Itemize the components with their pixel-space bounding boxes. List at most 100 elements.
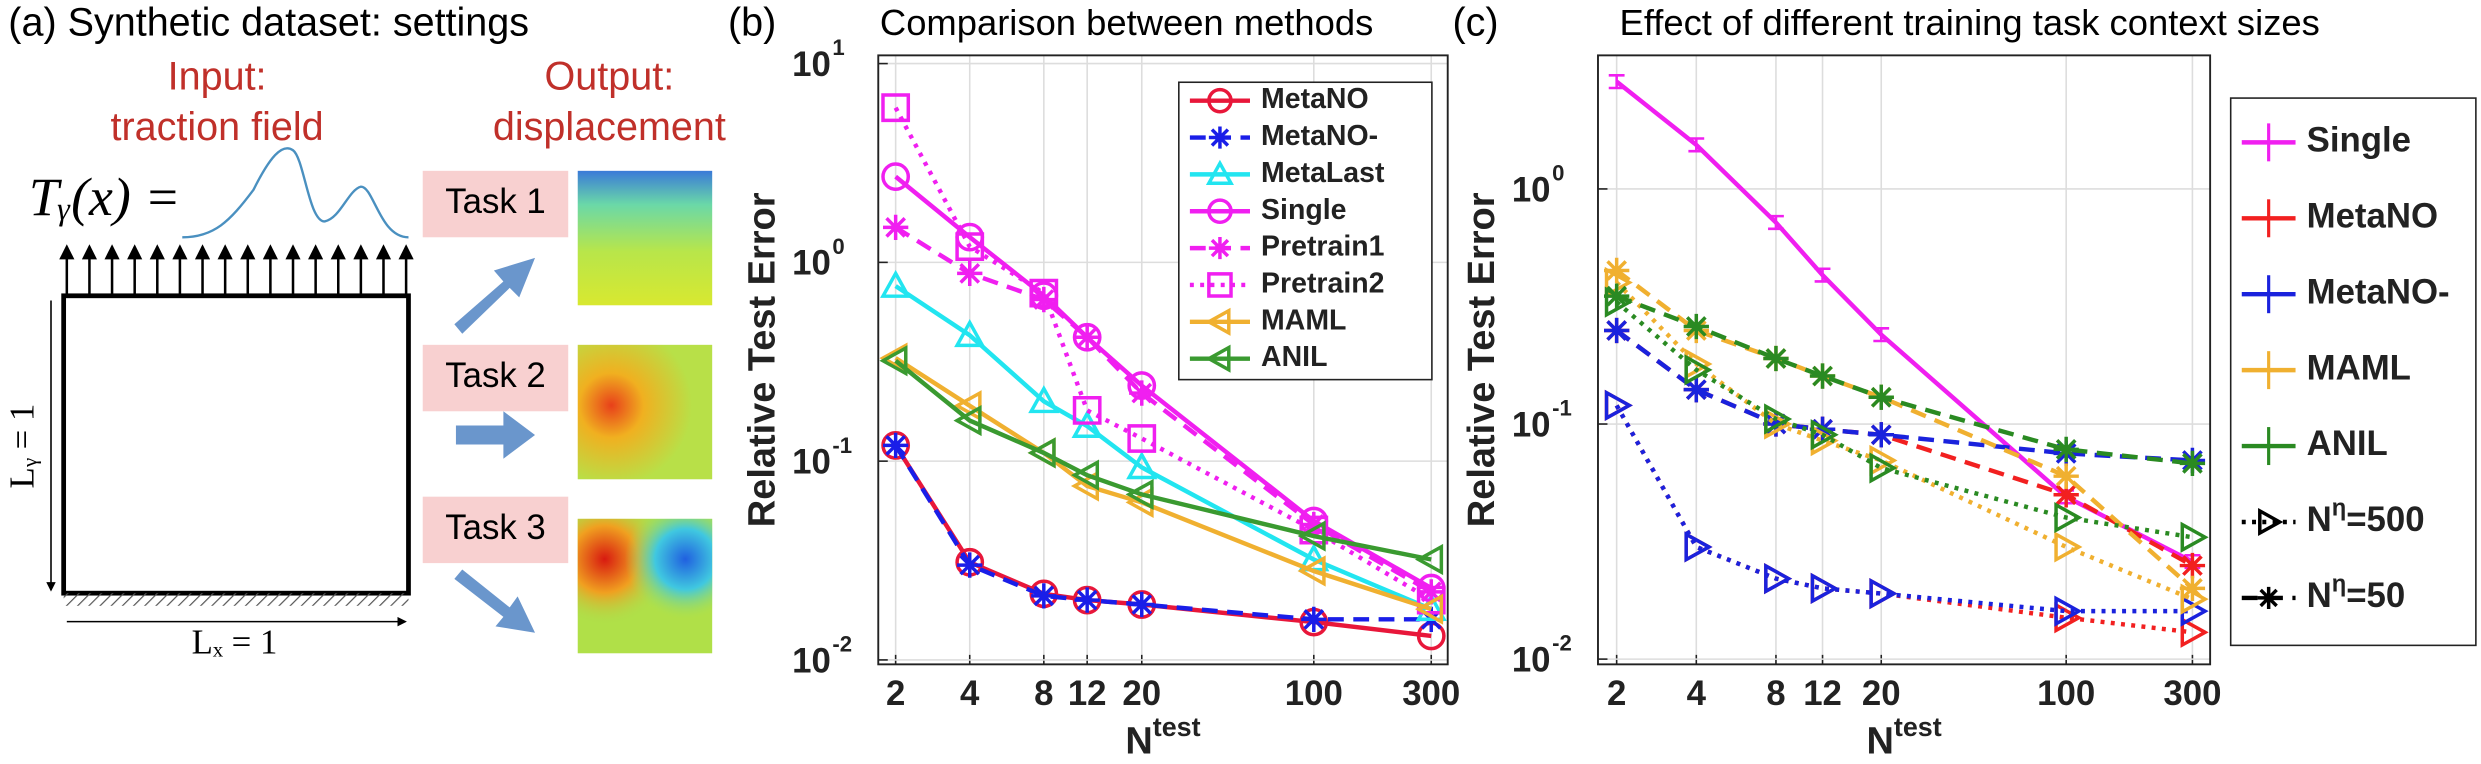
task-label: Task 3 xyxy=(445,509,546,547)
x-tick-label: 8 xyxy=(1766,675,1785,713)
data-marker xyxy=(1129,591,1155,618)
legend-label: MAML xyxy=(2307,349,2411,387)
legend-marker xyxy=(2258,507,2284,537)
data-marker xyxy=(2180,616,2209,648)
data-marker xyxy=(1074,587,1100,613)
legend-marker xyxy=(1207,87,1233,114)
legend-marker xyxy=(1205,344,1231,373)
traction-curve xyxy=(182,147,409,239)
legend-marker xyxy=(2257,586,2280,609)
data-marker xyxy=(1763,411,1789,437)
data-marker xyxy=(1764,403,1793,435)
data-marker xyxy=(882,432,909,459)
legend-label: MetaNO xyxy=(2307,197,2438,235)
chart-title: Effect of different training task contex… xyxy=(1620,2,2320,43)
data-marker xyxy=(2054,595,2083,627)
data-marker xyxy=(1297,520,1326,552)
domain-box xyxy=(61,293,411,596)
output-label: displacement xyxy=(493,105,726,149)
data-marker xyxy=(1604,389,1633,422)
data-point xyxy=(1873,327,1890,343)
data-marker xyxy=(1031,583,1057,609)
y-tick-exponent: -2 xyxy=(832,632,852,657)
data-marker xyxy=(1028,385,1060,414)
data-marker xyxy=(1301,606,1327,633)
data-marker xyxy=(2053,482,2079,508)
chart-title: Comparison between methods xyxy=(880,2,1373,43)
x-tick-label: 20 xyxy=(1862,675,1901,713)
data-marker xyxy=(1071,409,1103,439)
data-marker xyxy=(879,345,908,377)
legend-label-sup: η xyxy=(2332,496,2347,522)
data-marker xyxy=(882,214,909,241)
data-marker xyxy=(2053,436,2079,463)
input-label: traction field xyxy=(111,105,324,149)
x-axis-label: Ntest xyxy=(1125,712,1200,762)
heatmap xyxy=(577,344,713,480)
data-marker xyxy=(1684,531,1713,563)
data-marker xyxy=(2054,501,2083,534)
legend-label-sup: η xyxy=(2332,572,2347,598)
heatmap xyxy=(577,170,713,306)
legend-label: ANIL xyxy=(2307,425,2388,463)
data-marker xyxy=(881,93,911,123)
legend-label: Nη=50 xyxy=(2307,572,2406,616)
x-tick-label: 12 xyxy=(1803,675,1842,713)
legend-label: MetaLast xyxy=(1261,157,1385,189)
data-marker xyxy=(1683,313,1709,340)
data-marker xyxy=(1418,579,1444,605)
data-marker xyxy=(953,390,982,422)
data-marker xyxy=(2053,463,2079,489)
task-box xyxy=(422,496,569,564)
y-tick-exponent: 0 xyxy=(832,234,844,259)
data-marker xyxy=(1764,563,1793,595)
x-tick-label: 300 xyxy=(2163,675,2221,713)
data-marker xyxy=(2054,531,2083,563)
load-arrows xyxy=(59,244,414,296)
data-marker xyxy=(955,232,985,262)
flow-arrow xyxy=(454,569,536,633)
data-marker xyxy=(1027,437,1056,469)
series-line xyxy=(894,356,1432,612)
data-marker xyxy=(1072,396,1102,425)
series-line xyxy=(894,359,1432,562)
legend-marker xyxy=(1205,159,1234,185)
data-marker xyxy=(957,260,983,287)
x-axis-label-base: N xyxy=(1125,720,1152,762)
x-tick-label: 8 xyxy=(1034,675,1053,713)
data-point xyxy=(1608,74,1625,90)
legend-label-part: N xyxy=(2307,501,2332,539)
data-marker xyxy=(954,318,986,348)
x-axis-label-base: N xyxy=(1866,720,1893,762)
data-marker xyxy=(1683,377,1709,403)
y-tick-exponent: 0 xyxy=(1552,161,1564,186)
ly-label: Lᵧ = 1 xyxy=(3,404,42,489)
data-marker xyxy=(1604,283,1630,309)
task-box xyxy=(422,170,569,238)
data-marker xyxy=(1414,543,1444,576)
legend-marker xyxy=(1208,237,1232,260)
x-tick-label: 2 xyxy=(1607,675,1626,713)
legend-label: Pretrain2 xyxy=(1261,267,1384,299)
legend-label: MetaNO xyxy=(1261,83,1369,115)
fixed-base xyxy=(63,593,409,606)
data-marker xyxy=(1868,384,1894,410)
y-tick-label: 10 xyxy=(792,642,831,680)
data-marker xyxy=(1684,354,1713,386)
x-tick-label: 4 xyxy=(1687,675,1707,713)
data-point xyxy=(1814,267,1831,283)
data-point xyxy=(1688,137,1705,153)
heatmap-overlay xyxy=(577,518,713,654)
legend-label: ANIL xyxy=(1261,341,1327,373)
flow-arrow xyxy=(454,257,536,334)
legend-label: Nη=500 xyxy=(2307,496,2425,540)
task-label: Task 1 xyxy=(445,183,546,221)
data-point xyxy=(1768,214,1784,231)
data-marker xyxy=(1810,572,1839,604)
output-label: Output: xyxy=(545,55,675,99)
series-line xyxy=(894,284,1433,612)
data-marker xyxy=(1604,317,1630,344)
y-tick-exponent: 1 xyxy=(832,35,844,60)
x-axis-label-sup: test xyxy=(1894,712,1942,742)
legend-label: MetaNO- xyxy=(2307,273,2450,311)
